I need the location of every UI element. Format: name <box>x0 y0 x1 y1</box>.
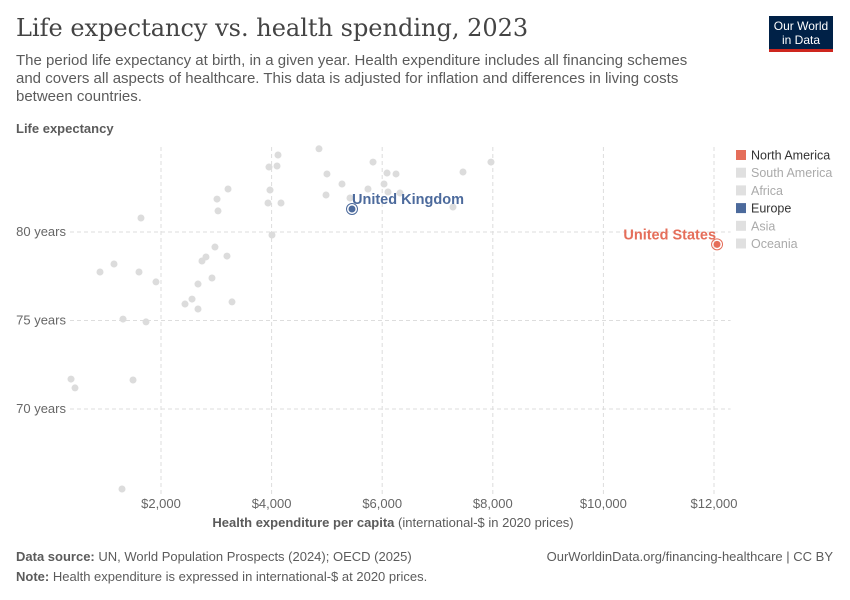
data-point <box>119 315 127 323</box>
source-url[interactable]: OurWorldinData.org/financing-healthcare … <box>546 549 833 564</box>
legend-swatch <box>736 203 746 214</box>
data-point <box>364 185 372 193</box>
data-point <box>266 186 274 194</box>
legend-swatch <box>736 238 746 249</box>
data-point <box>268 231 276 239</box>
data-point <box>208 274 216 282</box>
y-tick-label: 75 years <box>16 313 66 328</box>
data-point <box>264 199 272 207</box>
legend-item: North America <box>751 149 830 163</box>
x-tick-label: $8,000 <box>473 496 513 511</box>
data-point <box>137 214 145 222</box>
x-tick-label: $4,000 <box>252 496 292 511</box>
data-point-united-states <box>713 240 721 248</box>
x-axis-title: Health expenditure per capita <box>212 515 395 530</box>
source-label: Data source: <box>16 549 95 564</box>
x-tick-label: $12,000 <box>691 496 738 511</box>
y-axis-label: Life expectancy <box>16 121 114 136</box>
data-point <box>273 162 281 170</box>
legend-swatch <box>736 185 746 196</box>
point-label: United States <box>623 227 716 243</box>
data-point <box>487 158 495 166</box>
y-tick-label: 80 years <box>16 224 66 239</box>
x-axis-unit: (international-$ in 2020 prices) <box>394 515 573 530</box>
data-point <box>135 268 143 276</box>
legend-item: Africa <box>751 184 783 198</box>
x-axis-label: Health expenditure per capita (internati… <box>212 515 573 530</box>
x-tick-label: $6,000 <box>362 496 402 511</box>
data-point-united-kingdom <box>348 205 356 213</box>
y-tick-label: 70 years <box>16 401 66 416</box>
data-point <box>380 180 388 188</box>
data-point <box>223 252 231 260</box>
data-point <box>188 295 196 303</box>
legend-swatch <box>736 220 746 231</box>
data-point <box>396 189 404 197</box>
data-point <box>369 158 377 166</box>
highlight-ring <box>346 202 359 215</box>
data-point <box>224 185 232 193</box>
data-point <box>322 191 330 199</box>
data-point <box>346 194 354 202</box>
data-point <box>323 170 331 178</box>
owid-logo[interactable]: Our World in Data <box>769 16 833 52</box>
legend-item: Europe <box>751 202 791 216</box>
chart-subtitle: The period life expectancy at birth, in … <box>16 52 688 105</box>
data-point <box>142 318 150 326</box>
data-point <box>67 375 75 383</box>
data-point <box>110 260 118 268</box>
data-point <box>384 188 392 196</box>
note-label: Note: <box>16 569 50 584</box>
data-point <box>211 243 219 251</box>
highlight-ring <box>711 238 724 251</box>
source-text: UN, World Population Prospects (2024); O… <box>98 549 412 564</box>
legend-item: South America <box>751 166 832 180</box>
data-point <box>277 199 285 207</box>
chart-title: Life expectancy vs. health spending, 202… <box>16 14 529 42</box>
data-point <box>71 384 79 392</box>
legend-item: Oceania <box>751 237 798 251</box>
data-point <box>214 207 222 215</box>
data-point <box>198 257 206 265</box>
data-point <box>194 305 202 313</box>
x-tick-label: $2,000 <box>141 496 181 511</box>
data-point <box>459 168 467 176</box>
data-point <box>338 180 346 188</box>
data-point <box>449 203 457 211</box>
data-point <box>315 145 323 153</box>
data-point <box>129 376 137 384</box>
x-tick-label: $10,000 <box>580 496 627 511</box>
data-point <box>118 485 126 493</box>
data-source: Data source: UN, World Population Prospe… <box>16 549 412 564</box>
note-text: Health expenditure is expressed in inter… <box>52 569 428 584</box>
data-point <box>96 268 104 276</box>
data-point <box>228 298 236 306</box>
legend-item: Asia <box>751 219 775 233</box>
data-point <box>213 195 221 203</box>
legend-swatch <box>736 167 746 178</box>
data-point <box>274 151 282 159</box>
data-point <box>392 170 400 178</box>
legend-swatch <box>736 150 746 160</box>
data-point <box>383 169 391 177</box>
data-point <box>181 300 189 308</box>
data-point <box>152 278 160 286</box>
point-label: United Kingdom <box>352 192 464 208</box>
data-point <box>194 280 202 288</box>
data-point <box>265 163 273 171</box>
note: Note: Health expenditure is expressed in… <box>16 569 427 584</box>
